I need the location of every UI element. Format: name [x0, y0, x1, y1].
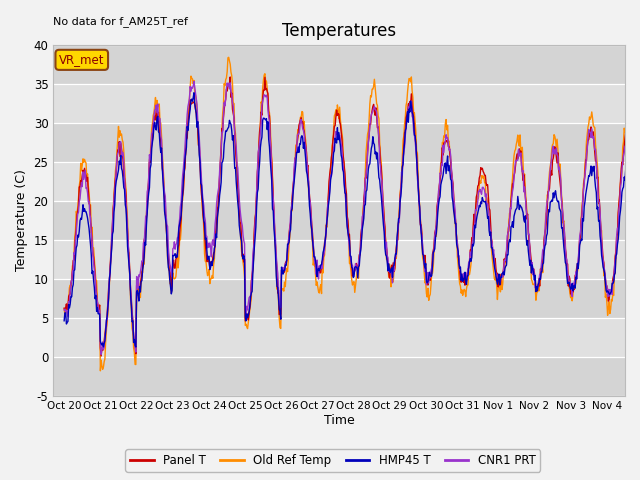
- Legend: Panel T, Old Ref Temp, HMP45 T, CNR1 PRT: Panel T, Old Ref Temp, HMP45 T, CNR1 PRT: [125, 449, 540, 472]
- Text: No data for f_AM25T_ref: No data for f_AM25T_ref: [53, 16, 188, 27]
- Title: Temperatures: Temperatures: [282, 22, 396, 40]
- Bar: [53, 45, 625, 84]
- Bar: [53, 162, 625, 201]
- Bar: [53, 318, 625, 357]
- Bar: [53, 279, 625, 318]
- Y-axis label: Temperature (C): Temperature (C): [15, 169, 28, 271]
- Bar: [53, 123, 625, 162]
- Bar: [53, 84, 625, 123]
- Text: VR_met: VR_met: [59, 53, 104, 66]
- Bar: [53, 201, 625, 240]
- Bar: [53, 240, 625, 279]
- X-axis label: Time: Time: [324, 414, 355, 427]
- Bar: [53, 357, 625, 396]
